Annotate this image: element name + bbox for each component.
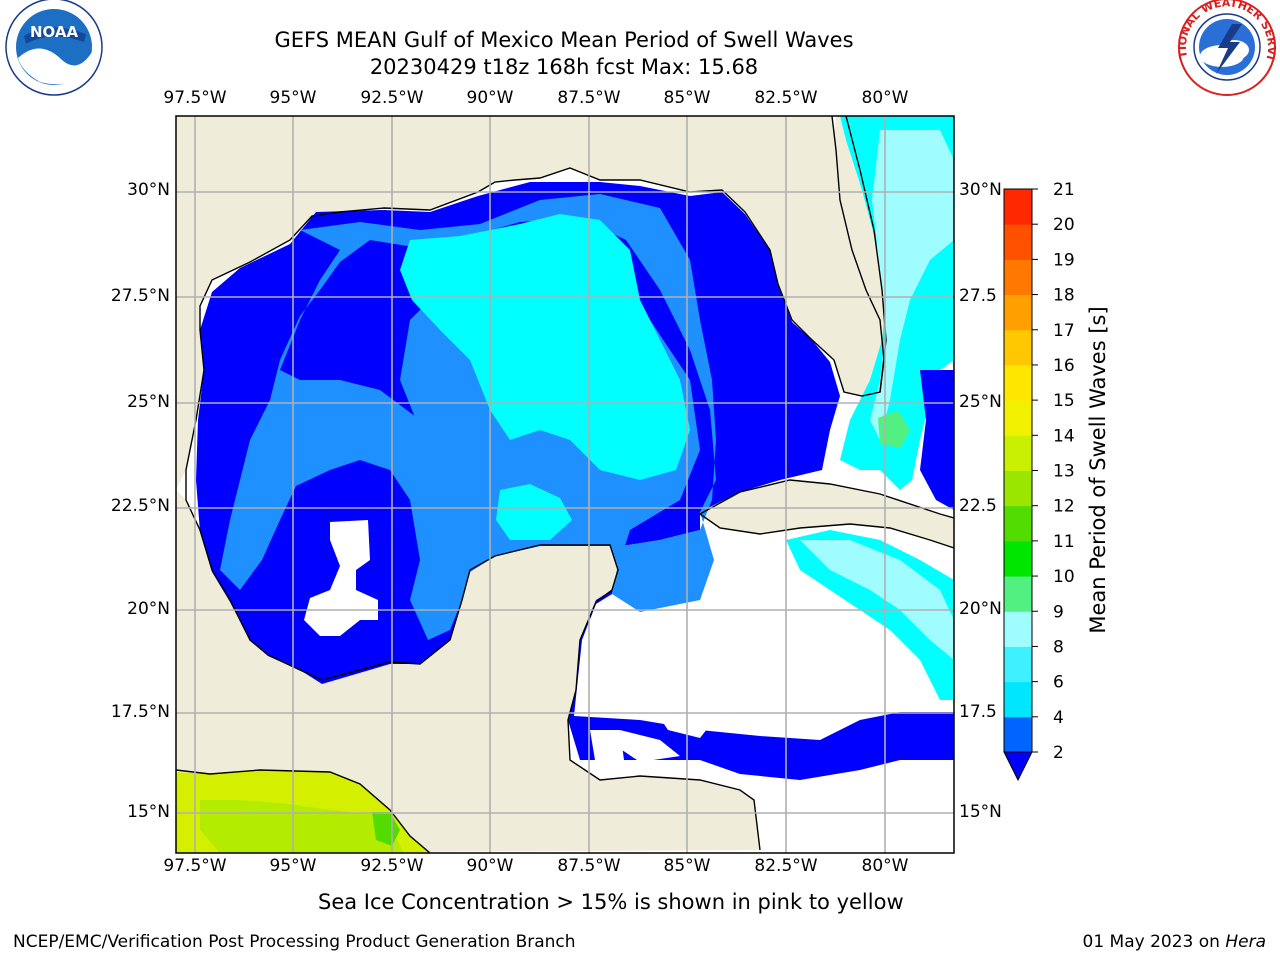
lat-label-right: 27.5 — [959, 286, 997, 306]
field-6-8s-core — [400, 214, 690, 480]
no-data-hole-west — [304, 520, 378, 636]
colorbar-swatch — [1004, 364, 1032, 401]
lon-label-top: 80°W — [861, 88, 909, 108]
noaa-logo-icon: NOAA — [5, 0, 103, 96]
field-8-9s-atlantic — [870, 130, 954, 440]
lon-label-top: 92.5°W — [360, 88, 424, 108]
lat-label-right: 30°N — [959, 180, 1002, 200]
colorbar-tick-label: 6 — [1053, 673, 1064, 693]
no-data-hole-south3 — [620, 730, 680, 762]
lat-label-right: 20°N — [959, 599, 1002, 619]
colorbar-tick-label: 15 — [1053, 391, 1075, 411]
footnote: Sea Ice Concentration > 15% is shown in … — [318, 890, 904, 914]
lat-label-right: 25°N — [959, 392, 1002, 412]
gridlines — [176, 116, 954, 853]
colorbar-swatch — [1004, 470, 1032, 507]
no-data-hole-south2 — [590, 730, 624, 766]
lat-label-left: 17.5°N — [110, 702, 170, 722]
lat-label-left: 27.5°N — [110, 286, 170, 306]
colorbar-swatch — [1004, 329, 1032, 366]
colorbar-tick-label: 16 — [1053, 356, 1075, 376]
date-host: Hera — [1225, 932, 1266, 952]
lat-label-left: 20°N — [127, 599, 170, 619]
land-florida — [776, 116, 886, 394]
chart-title: GEFS MEAN Gulf of Mexico Mean Period of … — [274, 28, 854, 52]
coastlines — [176, 116, 954, 853]
colorbar-tick-label: 19 — [1053, 250, 1075, 270]
date-stamp: 01 May 2023 on Hera — [1083, 932, 1267, 952]
colorbar-swatch — [1004, 611, 1032, 647]
colorbar-swatch — [1004, 576, 1032, 612]
colorbar-tick-label: 21 — [1053, 180, 1075, 200]
colorbar-swatch — [1004, 716, 1032, 753]
colorbar-extend-triangle — [1003, 751, 1033, 782]
lon-label-bottom: 92.5°W — [360, 856, 424, 876]
lon-label-top: 85°W — [663, 88, 711, 108]
colorbar-tick-label: 2 — [1053, 743, 1064, 763]
chart-subtitle: 20230429 t18z 168h fcst Max: 15.68 — [369, 55, 759, 79]
field-8-9s-caribbean — [800, 540, 954, 660]
colorbar-tick-label: 4 — [1053, 708, 1064, 728]
colorbar-tick-label: 11 — [1053, 532, 1075, 552]
colorbar-tick-label: 10 — [1053, 567, 1075, 587]
colorbar-tick-label: 14 — [1053, 426, 1075, 446]
colorbar-tick-label: 12 — [1053, 497, 1075, 517]
no-data-hole-cay — [764, 566, 786, 600]
map-plot-area — [176, 116, 954, 853]
lon-label-bottom: 85°W — [663, 856, 711, 876]
lon-label-top: 97.5°W — [163, 88, 227, 108]
lat-label-left: 22.5°N — [110, 496, 170, 516]
lon-label-top: 95°W — [269, 88, 317, 108]
colorbar-tick-label: 18 — [1053, 286, 1075, 306]
land-cuba — [700, 480, 954, 548]
colorbar-swatch — [1004, 400, 1032, 436]
colorbar-swatch — [1004, 435, 1032, 471]
noaa-logo-text: NOAA — [30, 23, 79, 41]
ice-region-green — [372, 812, 400, 846]
colorbar-tick-label: 20 — [1053, 215, 1075, 235]
lon-label-bottom: 90°W — [466, 856, 514, 876]
date-text: 01 May 2023 on — [1082, 932, 1226, 952]
field-9-10s-bahamas — [878, 410, 910, 448]
colorbar-tick-label: 9 — [1053, 602, 1064, 622]
lon-label-top: 82.5°W — [754, 88, 818, 108]
lon-label-bottom: 97.5°W — [163, 856, 227, 876]
lat-label-left: 25°N — [127, 392, 170, 412]
colorbar-swatch — [1004, 259, 1032, 296]
lat-label-right: 17.5 — [959, 702, 997, 722]
lon-label-top: 87.5°W — [557, 88, 621, 108]
lat-label-right: 15°N — [959, 802, 1002, 822]
lon-label-bottom: 82.5°W — [754, 856, 818, 876]
field-2-4s-east-strip — [920, 370, 954, 510]
colorbar-swatch — [1004, 294, 1032, 331]
lat-label-left: 15°N — [127, 802, 170, 822]
colorbar-swatch — [1004, 189, 1032, 225]
colorbar-swatch — [1004, 224, 1032, 260]
colorbar-tick-label: 17 — [1053, 321, 1075, 341]
colorbar-title: Mean Period of Swell Waves [s] — [1086, 306, 1110, 634]
no-data-hole-south — [648, 672, 714, 738]
colorbar-swatch — [1004, 505, 1032, 542]
colorbar-tick-label: 13 — [1053, 462, 1075, 482]
land-mexico — [176, 490, 760, 853]
map-frame — [175, 115, 955, 854]
lat-label-right: 22.5 — [959, 496, 997, 516]
lat-label-left: 30°N — [127, 180, 170, 200]
lon-label-bottom: 80°W — [861, 856, 909, 876]
lon-label-top: 90°W — [466, 88, 514, 108]
lon-label-bottom: 95°W — [269, 856, 317, 876]
land-north-america — [176, 116, 884, 490]
lon-label-bottom: 87.5°W — [557, 856, 621, 876]
colorbar-swatch — [1004, 681, 1032, 718]
colorbar-swatch — [1004, 540, 1032, 577]
credit-line: NCEP/EMC/Verification Post Processing Pr… — [13, 932, 576, 952]
field-6-8s-patch — [496, 484, 572, 540]
colorbar: 2 4 6 8 9 10 11 12 13 14 15 16 17 18 19 20 21 — [1003, 180, 1075, 782]
colorbar-swatch — [1004, 646, 1032, 683]
colorbar-tick-label: 8 — [1053, 637, 1064, 657]
